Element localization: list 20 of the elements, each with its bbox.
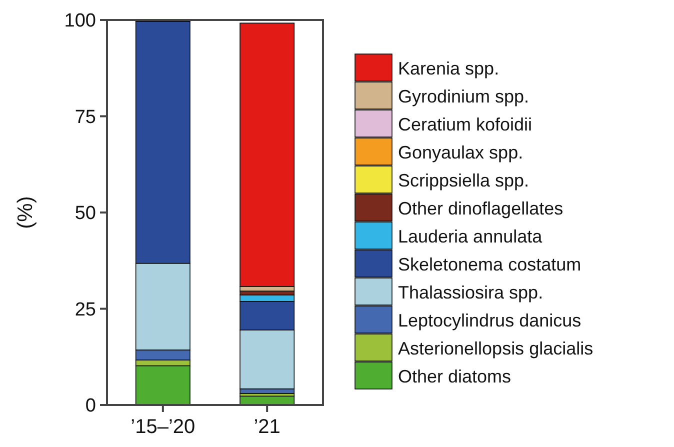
legend-label: Gyrodinium spp. — [398, 86, 530, 106]
y-axis-title: (%) — [14, 196, 37, 229]
legend-label: Karenia spp. — [398, 58, 500, 78]
legend-label: Thalassiosira spp. — [398, 282, 544, 302]
legend-label: Lauderia annulata — [398, 226, 544, 246]
y-tick-label: 50 — [74, 203, 96, 224]
legend-label: Skeletonema costatum — [398, 254, 582, 274]
x-tick-label: ’15–’20 — [130, 416, 196, 438]
legend-label: Other dinoflagellates — [398, 198, 564, 218]
y-tick-label: 100 — [64, 10, 96, 32]
x-tick-label: ’21 — [254, 416, 280, 438]
legend-label: Ceratium kofoidii — [398, 114, 532, 134]
legend-label: Asterionellopsis glacialis — [398, 338, 594, 358]
legend-label: Leptocylindrus danicus — [398, 310, 582, 330]
legend-label: Other diatoms — [398, 366, 512, 386]
legend-label: Gonyaulax spp. — [398, 142, 524, 162]
y-tick-label: 25 — [74, 299, 96, 320]
y-tick-label: 0 — [85, 396, 96, 417]
y-tick-label: 75 — [74, 106, 96, 128]
legend-label: Scrippsiella spp. — [398, 170, 530, 190]
